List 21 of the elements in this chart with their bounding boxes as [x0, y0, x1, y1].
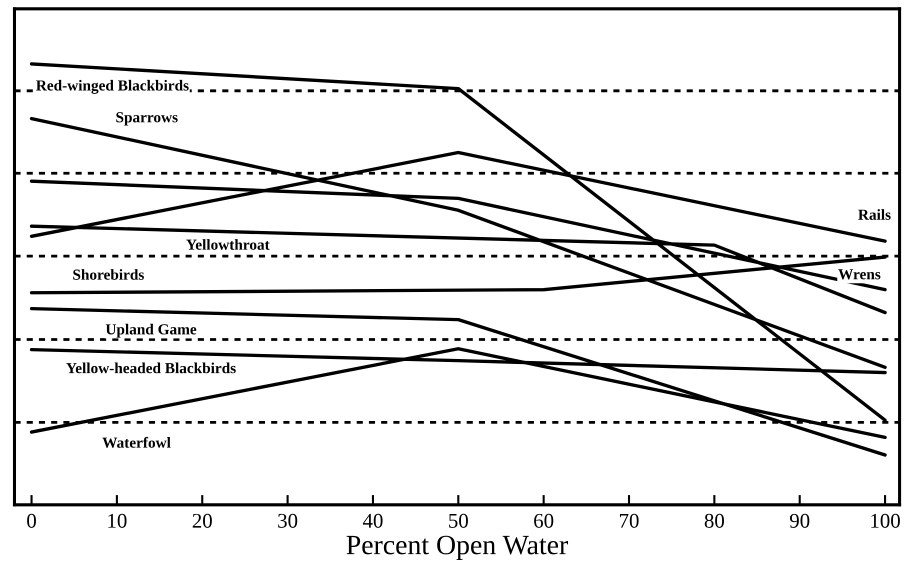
- x-tick-label: 50: [449, 514, 468, 528]
- series-label: Red-winged Blackbirds: [36, 80, 189, 94]
- x-tick-label: 40: [362, 514, 383, 528]
- x-tick-label: 70: [620, 514, 639, 528]
- x-tick-label: 30: [278, 514, 298, 528]
- x-tick-label: 0: [27, 514, 36, 528]
- x-tick-label: 90: [790, 514, 810, 528]
- series-label: Shorebirds: [73, 269, 144, 280]
- x-tick-label: 20: [192, 514, 212, 528]
- x-axis-title: Percent Open Water: [346, 536, 568, 560]
- series-label: Yellow-headed Blackbirds: [66, 362, 236, 374]
- series-label: Rails: [858, 209, 891, 220]
- series-label: Wrens: [838, 269, 880, 280]
- x-tick-label: 10: [108, 514, 127, 528]
- series-label: Sparrows: [116, 112, 178, 126]
- series-label: Yellowthroat: [186, 239, 270, 250]
- x-tick-label: 60: [534, 514, 554, 528]
- series-label: Upland Game: [106, 324, 196, 338]
- x-tick-label: 100: [871, 514, 900, 528]
- x-tick-label: 80: [704, 514, 724, 528]
- series-label: Waterfowl: [102, 436, 171, 448]
